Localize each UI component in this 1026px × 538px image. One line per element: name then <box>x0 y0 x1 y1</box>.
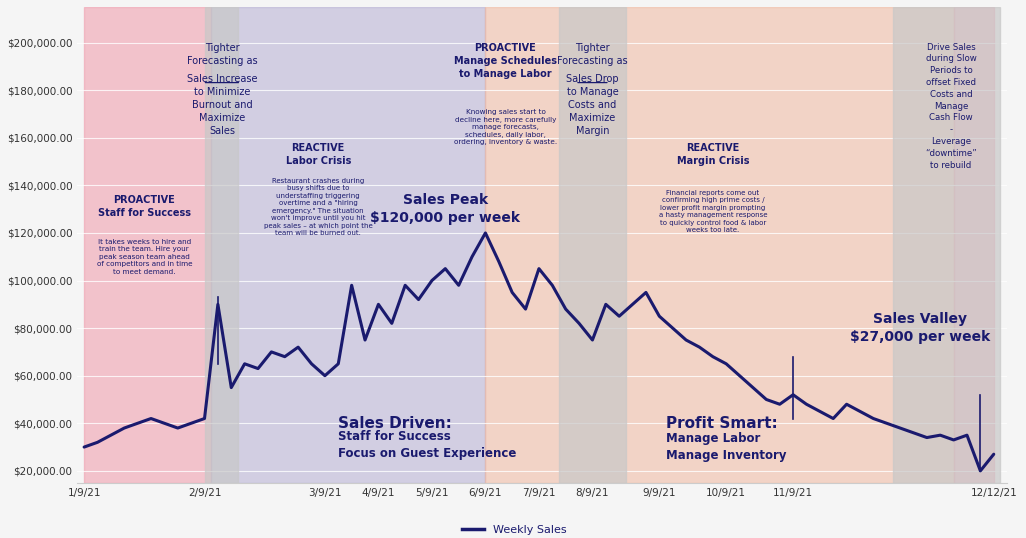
Text: REACTIVE
Labor Crisis: REACTIVE Labor Crisis <box>285 143 351 166</box>
Text: Financial reports come out
confirming high prime costs /
lower profit margin pro: Financial reports come out confirming hi… <box>659 190 767 233</box>
Bar <box>894 7 1000 483</box>
Text: Sales Valley
$27,000 per week: Sales Valley $27,000 per week <box>851 312 990 344</box>
Bar <box>84 7 211 483</box>
Bar <box>953 7 994 483</box>
Legend: Weekly Sales: Weekly Sales <box>458 520 571 538</box>
Text: to Manage
Costs and
Maximize
Margin: to Manage Costs and Maximize Margin <box>566 87 619 136</box>
Bar <box>485 7 953 483</box>
Text: to Minimize
Burnout and
Maximize
Sales: to Minimize Burnout and Maximize Sales <box>192 87 252 136</box>
Bar <box>204 7 238 483</box>
Text: Sales Drop: Sales Drop <box>566 74 619 83</box>
Text: Tighter
Forecasting as: Tighter Forecasting as <box>557 43 628 66</box>
Text: Knowing sales start to
decline here, more carefully
manage forecasts,
schedules,: Knowing sales start to decline here, mor… <box>453 109 557 145</box>
Text: Staff for Success
Focus on Guest Experience: Staff for Success Focus on Guest Experie… <box>339 430 517 459</box>
Text: Sales Peak
$120,000 per week: Sales Peak $120,000 per week <box>370 193 520 225</box>
Text: Sales Increase: Sales Increase <box>187 74 258 83</box>
Text: Tighter
Forecasting as: Tighter Forecasting as <box>187 43 258 66</box>
Text: It takes weeks to hire and
train the team. Hire your
peak season team ahead
of c: It takes weeks to hire and train the tea… <box>96 239 192 275</box>
Text: PROACTIVE
Staff for Success: PROACTIVE Staff for Success <box>97 195 191 218</box>
Text: Drive Sales
during Slow
Periods to
offset Fixed
Costs and
Manage
Cash Flow
-
Lev: Drive Sales during Slow Periods to offse… <box>925 43 977 169</box>
Text: REACTIVE
Margin Crisis: REACTIVE Margin Crisis <box>676 143 749 166</box>
Text: PROACTIVE
Manage Schedules
to Manage Labor: PROACTIVE Manage Schedules to Manage Lab… <box>453 43 557 79</box>
Text: Sales Driven:: Sales Driven: <box>339 416 452 431</box>
Text: Manage Labor
Manage Inventory: Manage Labor Manage Inventory <box>666 432 787 462</box>
Text: Profit Smart:: Profit Smart: <box>666 416 778 431</box>
Bar <box>211 7 485 483</box>
Text: Restaurant crashes during
busy shifts due to
understaffing triggering
overtime a: Restaurant crashes during busy shifts du… <box>264 178 372 236</box>
Bar <box>559 7 626 483</box>
